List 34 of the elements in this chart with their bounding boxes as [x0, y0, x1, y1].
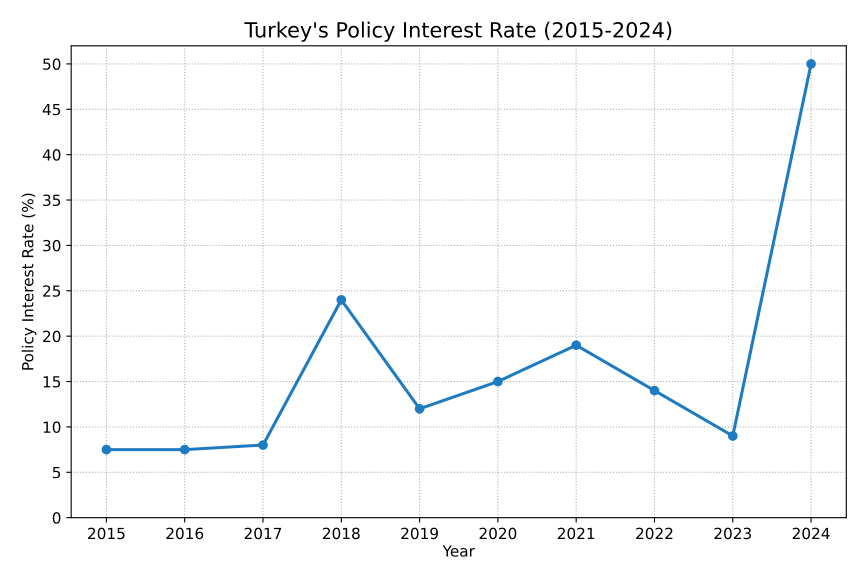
x-tick-label: 2019 [401, 528, 438, 540]
y-tick-label: 10 [44, 421, 60, 433]
point [493, 376, 503, 386]
x-axis-title: Year [442, 545, 475, 557]
point [180, 444, 190, 454]
y-tick-label: 20 [43, 330, 60, 342]
x-tick-label: 2015 [88, 528, 125, 540]
y-tick-label: 15 [44, 376, 60, 388]
x-tick-label: 2016 [166, 528, 204, 540]
y-tick-label: 25 [43, 285, 60, 297]
x-tick-label: 2021 [558, 528, 594, 540]
point [571, 340, 582, 350]
x-tick-label: 2022 [636, 528, 672, 540]
point [102, 444, 112, 454]
x-tick-label: 2024 [792, 528, 830, 540]
y-tick-label: 45 [42, 104, 60, 116]
point [336, 295, 346, 305]
point [414, 404, 424, 414]
x-tick-label: 2017 [244, 528, 282, 540]
y-tick-label: 35 [43, 194, 60, 206]
y-tick-label: 50 [43, 58, 60, 70]
y-tick-label: 0 [52, 512, 60, 524]
y-axis-title: Policy Interest Rate (%) [22, 194, 36, 370]
y-tick-label: 5 [52, 466, 60, 478]
point [806, 59, 816, 69]
x-tick-label: 2023 [714, 528, 751, 540]
y-tick-label: 40 [42, 149, 60, 161]
y-tick-label: 30 [43, 240, 60, 252]
x-tick-label: 2020 [480, 528, 516, 540]
chart-title: Turkey's Policy Interest Rate (2015-2024) [244, 22, 672, 42]
point [728, 431, 738, 441]
point [258, 440, 268, 450]
x-tick-label: 2018 [322, 528, 360, 540]
point [650, 386, 660, 396]
